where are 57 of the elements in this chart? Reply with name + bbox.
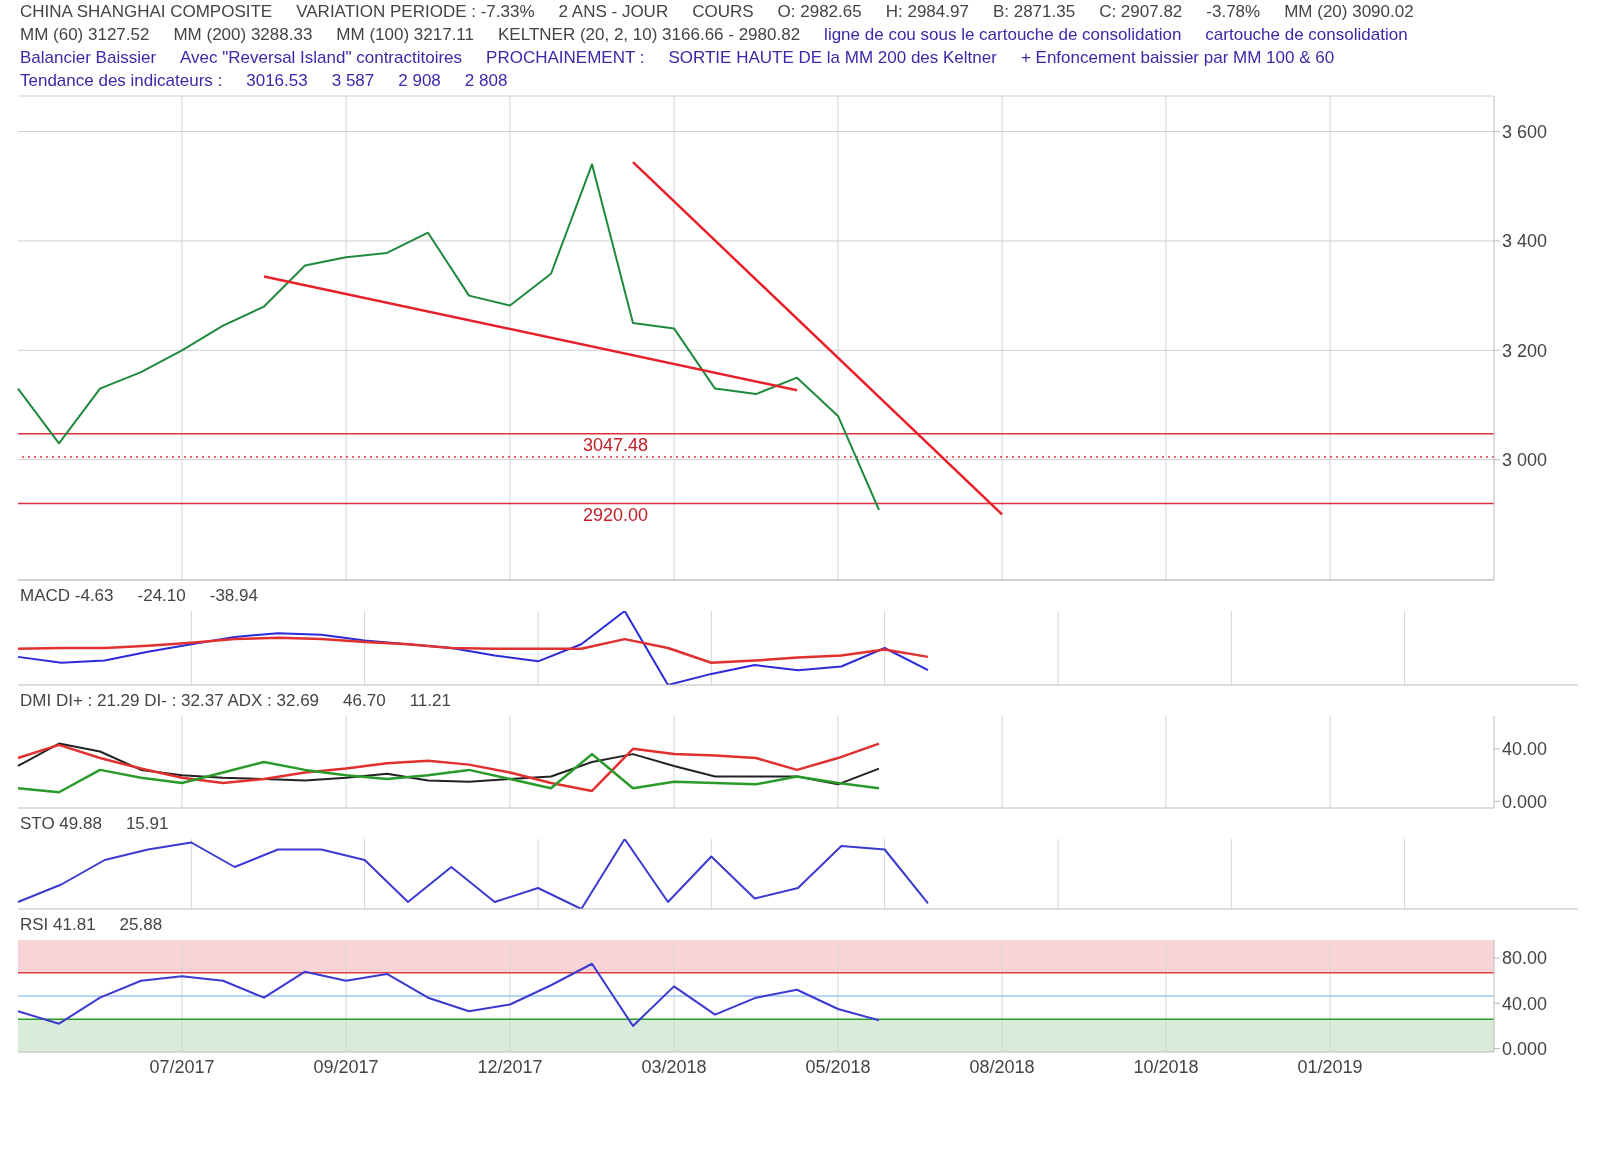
x-tick-label: 08/2018 <box>969 1056 1035 1077</box>
text: MM (60) 3127.52 <box>20 24 150 45</box>
x-tick-label: 12/2017 <box>477 1056 543 1077</box>
text: 15.91 <box>125 813 169 834</box>
text: 11.21 <box>409 690 451 711</box>
text: Avec "Reversal Island" contractitoires <box>180 47 463 68</box>
text: Balancier Baissier <box>20 47 157 68</box>
text: cartouche de consolidation <box>1205 24 1408 45</box>
x-tick-label: 07/2017 <box>149 1056 215 1077</box>
ref-line-label: 2920.00 <box>583 505 649 526</box>
y-tick-label: 3 000 <box>1502 450 1548 471</box>
x-tick-label: 03/2018 <box>641 1056 707 1077</box>
chart-title: STO 49.88 <box>20 813 102 834</box>
x-tick-label: 01/2019 <box>1297 1056 1363 1077</box>
text: MM (100) 3217.11 <box>336 24 475 45</box>
text: 2 908 <box>398 70 441 91</box>
text: -38.94 <box>209 585 258 606</box>
text: Tendance des indicateurs : <box>20 70 223 91</box>
text: 3016.53 <box>246 70 308 91</box>
text: ligne de cou sous le cartouche de consolidation <box>824 24 1182 45</box>
chart-title: CHINA SHANGHAI COMPOSITE <box>20 1 273 22</box>
text: KELTNER (20, 2, 10) 3166.66 - 2980.82 <box>498 24 801 45</box>
text: H: 2984.97 <box>885 1 969 22</box>
y-tick-label: 3 600 <box>1502 121 1548 142</box>
x-tick-label: 10/2018 <box>1133 1056 1199 1077</box>
y-tick-label: 40.00 <box>1502 993 1548 1014</box>
y-tick-label: 3 200 <box>1502 340 1548 361</box>
text: 46.70 <box>343 690 386 711</box>
text: MM (20) 3090.02 <box>1284 1 1414 22</box>
chart-title: DMI DI+ : 21.29 DI- : 32.37 ADX : 32.69 <box>20 690 320 711</box>
x-tick-label: 09/2017 <box>313 1056 379 1077</box>
text: O: 2982.65 <box>777 1 862 22</box>
y-tick-label: 0.000 <box>1502 1039 1548 1059</box>
text: 25.88 <box>119 914 163 935</box>
text: + Enfoncement baissier par MM 100 & 60 <box>1020 47 1335 68</box>
x-tick-label: 05/2018 <box>805 1056 871 1077</box>
text: MM (200) 3288.33 <box>173 24 313 45</box>
text: COURS <box>692 1 754 22</box>
text: 2 808 <box>464 70 508 91</box>
text: -3.78% <box>1206 1 1261 22</box>
y-tick-label: 0.000 <box>1502 791 1548 812</box>
line-series <box>17 962 880 1027</box>
text: 2 ANS - JOUR <box>558 1 669 22</box>
y-tick-label: 3 400 <box>1502 231 1548 252</box>
text: B: 2871.35 <box>992 1 1076 22</box>
ref-line-label: 3047.48 <box>583 435 649 456</box>
y-tick-label: 80.00 <box>1502 948 1548 969</box>
y-tick-label: 40.00 <box>1502 739 1548 760</box>
chart-title: RSI 41.81 <box>20 914 96 935</box>
chart-subtitle: VARIATION PERIODE : -7.33% <box>296 1 535 22</box>
text: 3 587 <box>331 70 375 91</box>
text: PROCHAINEMENT : <box>486 47 645 68</box>
line-series <box>16 752 881 794</box>
text: SORTIE HAUTE DE la MM 200 des Keltner <box>668 47 997 68</box>
text: C: 2907.82 <box>1099 1 1183 22</box>
chart-title: MACD -4.63 <box>20 585 114 606</box>
text: -24.10 <box>137 585 186 606</box>
